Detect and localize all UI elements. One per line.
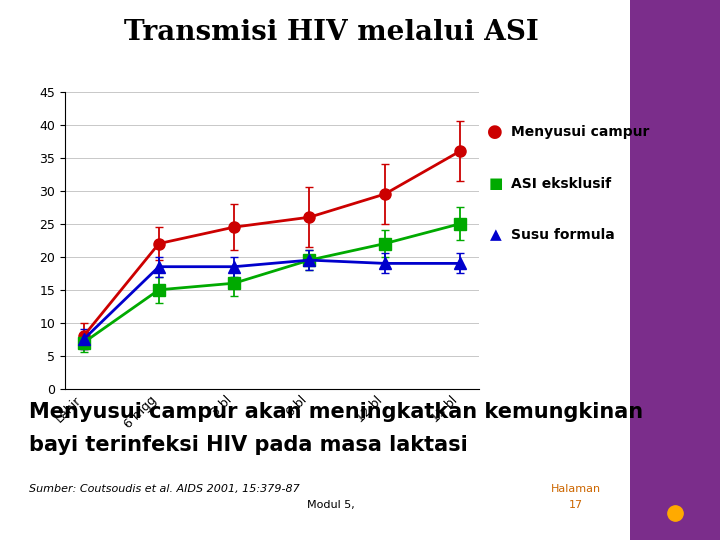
Text: Halaman: Halaman — [551, 484, 601, 494]
Text: Modul 5,: Modul 5, — [307, 500, 355, 510]
Text: 17: 17 — [569, 500, 583, 510]
Text: Menyusui campur: Menyusui campur — [511, 125, 649, 139]
Text: ■: ■ — [488, 176, 503, 191]
Text: bayi terinfeksi HIV pada masa laktasi: bayi terinfeksi HIV pada masa laktasi — [29, 435, 467, 455]
Text: ASI eksklusif: ASI eksklusif — [511, 177, 611, 191]
Text: ●: ● — [487, 123, 503, 141]
Text: ▲: ▲ — [490, 227, 501, 242]
Text: Menyusui campur akan meningkatkan kemungkinan: Menyusui campur akan meningkatkan kemung… — [29, 402, 643, 422]
Text: Sumber: Coutsoudis et al. AIDS 2001, 15:379-87: Sumber: Coutsoudis et al. AIDS 2001, 15:… — [29, 484, 300, 494]
Text: Susu formula: Susu formula — [511, 228, 615, 242]
Text: Transmisi HIV melalui ASI: Transmisi HIV melalui ASI — [124, 19, 539, 46]
